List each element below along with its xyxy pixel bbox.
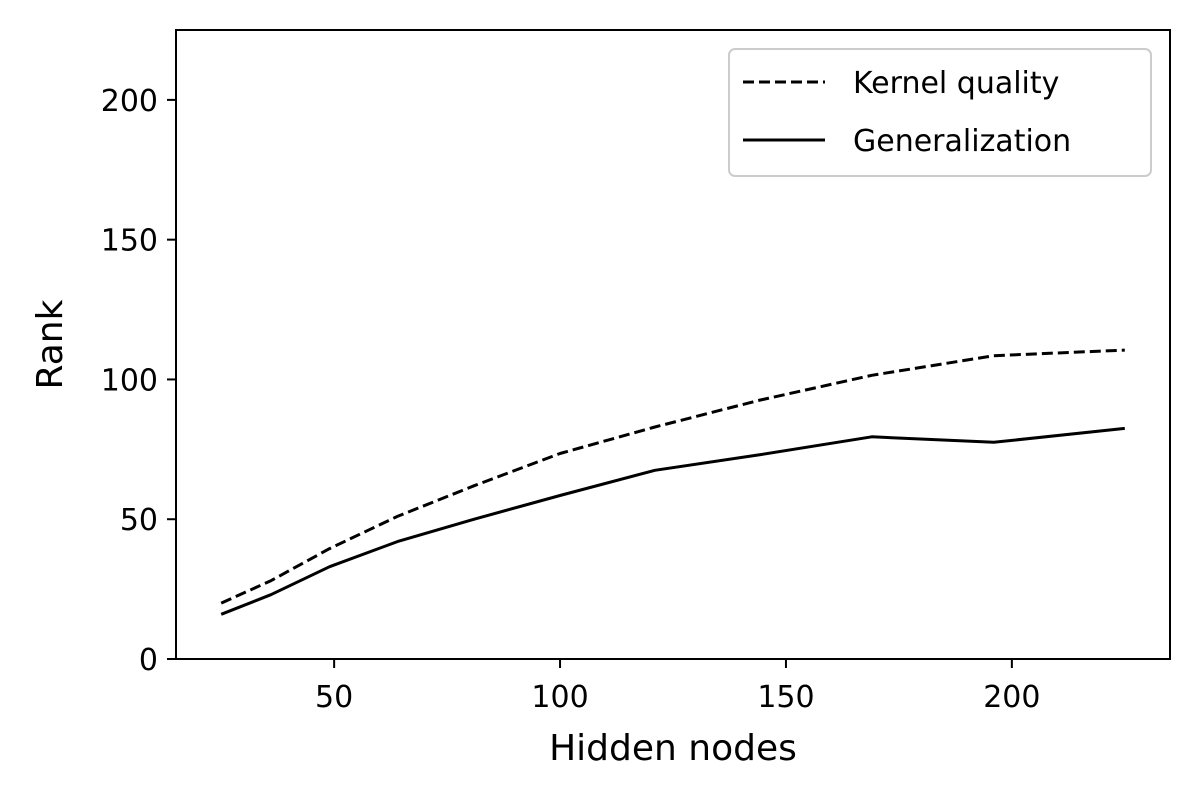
y-tick-label-50: 50 (120, 503, 158, 538)
y-tick-label-200: 200 (101, 84, 158, 119)
x-tick-label-200: 200 (983, 680, 1040, 715)
series-line-1 (220, 426, 1125, 616)
y-tick-label-0: 0 (139, 643, 158, 678)
plot-frame (175, 29, 1171, 660)
x-tick-label-100: 100 (531, 680, 588, 715)
ticks-layer: 50 100 150 200 0 50 100 150 200 (101, 84, 1041, 715)
legend-label-kernel-quality: Kernel quality (853, 66, 1059, 101)
y-tick-label-150: 150 (101, 224, 158, 259)
legend-box (728, 48, 1152, 177)
legend-label-generalization: Generalization (853, 124, 1071, 159)
x-tick-label-50: 50 (315, 680, 353, 715)
y-tick-label-100: 100 (101, 363, 158, 398)
legend: Kernel quality Generalization (728, 48, 1152, 177)
x-axis-title: Hidden nodes (549, 728, 797, 769)
series-layer (220, 348, 1125, 616)
y-axis-title: Rank (30, 299, 71, 389)
series-line-0 (220, 348, 1125, 605)
x-tick-label-150: 150 (757, 680, 814, 715)
